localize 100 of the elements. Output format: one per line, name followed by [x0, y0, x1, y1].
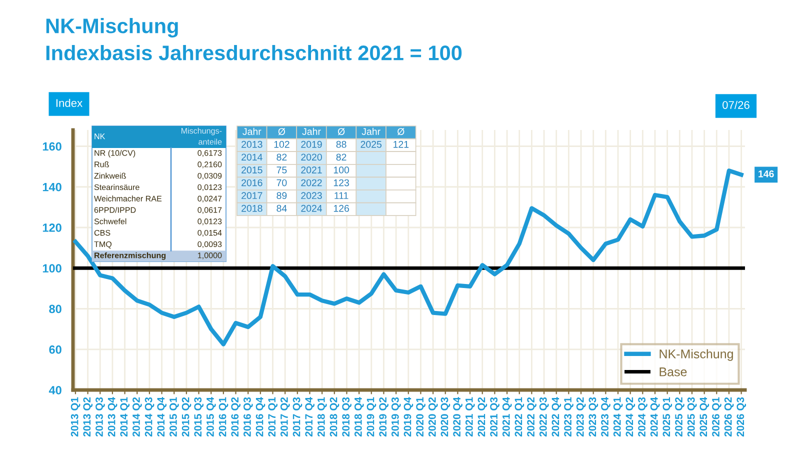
annotation: 84 — [276, 204, 287, 212]
x-tick-label: 2025 Q4 — [700, 396, 710, 437]
x-tick-label: 2022 Q4 — [552, 396, 562, 437]
x-tick-label: 2019 Q3 — [391, 397, 401, 437]
y-tick-label: 120 — [42, 224, 62, 232]
x-tick-label: 2015 Q3 — [194, 397, 204, 437]
annotation: 2022 — [301, 179, 322, 186]
x-tick-label: 2022 Q1 — [514, 397, 524, 437]
annotation: Ø — [338, 128, 345, 136]
annotation: 82 — [336, 154, 346, 161]
x-tick-label: 2017 Q2 — [280, 397, 290, 437]
annotation: 6PPD/IPPD — [94, 206, 136, 213]
annotation: 111 — [334, 192, 348, 199]
annotation: NR (10/CV) — [94, 150, 136, 158]
annotation: 88 — [336, 140, 346, 148]
annotation: 1,0000 — [198, 252, 222, 260]
annotation: 2014 — [242, 154, 262, 161]
x-tick-label: 2023 Q4 — [601, 396, 610, 437]
annotation: CBS — [94, 230, 110, 236]
x-tick-label: 2014 Q3 — [144, 397, 154, 437]
annotation: 0,2160 — [198, 162, 222, 168]
x-tick-label: 2024 Q4 — [650, 396, 660, 437]
annotation: Zinkweiß — [94, 172, 126, 179]
annotation: Ø — [397, 128, 404, 136]
annotation: Jahr — [242, 128, 262, 136]
annotation: 2020 — [301, 154, 322, 161]
x-tick-label: 2013 Q2 — [83, 397, 93, 437]
x-tick-label: 2025 Q1 — [662, 397, 672, 437]
annotation: 0,0093 — [198, 241, 222, 248]
x-tick-label: 2022 Q3 — [539, 397, 549, 437]
x-tick-label: 2026 Q1 — [712, 397, 722, 437]
x-tick-label: 2021 Q2 — [478, 397, 488, 437]
x-tick-label: 2023 Q3 — [588, 397, 598, 437]
annotation: 121 — [394, 140, 409, 148]
x-tick-label: 2026 Q2 — [724, 397, 734, 437]
x-tick-label: 2024 Q2 — [626, 397, 636, 437]
annotation: Jahr — [302, 128, 321, 136]
annotation: 2023 — [301, 192, 322, 200]
x-tick-label: 2015 Q4 — [206, 396, 216, 437]
x-tick-label: 2013 Q3 — [96, 397, 105, 437]
x-tick-label: 2021 Q1 — [465, 397, 475, 437]
annotation: 0,0123 — [198, 218, 222, 226]
x-tick-label: 2021 Q3 — [490, 397, 500, 437]
y-tick-label: 60 — [49, 345, 62, 354]
x-tick-label: 2015 Q2 — [182, 397, 192, 437]
line-series — [73, 168, 744, 346]
annotation: Stearinsäure — [94, 184, 140, 190]
x-tick-label: 2021 Q4 — [502, 396, 512, 437]
chart-subtitle: Indexbasis Jahresdurchschnitt 2021 = 100 — [46, 45, 462, 60]
annotation: Schwefel — [94, 218, 126, 224]
y-tick-label: 100 — [42, 264, 62, 273]
x-tick-label: 2024 Q3 — [638, 397, 648, 437]
annotation: 102 — [274, 140, 290, 148]
annotation: 0,0154 — [198, 230, 222, 237]
data-label: 146 — [758, 170, 774, 178]
text: 07/26 — [722, 100, 750, 109]
annotation: Weichmacher RAE — [94, 196, 162, 202]
annotation: Referenzmischung — [94, 252, 166, 260]
legend-label: NK-Mischung — [660, 349, 733, 361]
x-tick-label: 2013 Q4 — [108, 396, 118, 437]
annotation: 2015 — [242, 166, 262, 174]
annotation: 0,0123 — [198, 184, 222, 192]
x-tick-label: 2019 Q2 — [379, 397, 388, 437]
annotation: TMQ — [94, 241, 112, 249]
annotation: 70 — [276, 179, 287, 186]
annotation: Jahr — [362, 128, 380, 136]
x-tick-label: 2018 Q2 — [330, 397, 340, 437]
x-tick-label: 2022 Q2 — [527, 397, 536, 437]
x-tick-label: 2016 Q1 — [218, 397, 228, 437]
x-tick-label: 2016 Q4 — [256, 396, 266, 437]
annotation: 2024 — [301, 204, 322, 212]
annotation: Ruß — [94, 161, 109, 168]
y-tick-label: 160 — [42, 142, 62, 151]
x-tick-label: 2020 Q1 — [416, 397, 426, 437]
x-tick-label: 2018 Q3 — [342, 397, 352, 437]
y-tick-label: 80 — [49, 304, 62, 314]
annotation: 75 — [276, 166, 287, 174]
annotation: 82 — [276, 154, 287, 161]
x-tick-label: 2026 Q3 — [736, 397, 746, 437]
x-tick-label: 2017 Q4 — [305, 396, 314, 437]
x-tick-label: 2024 Q1 — [613, 397, 623, 437]
x-tick-label: 2020 Q4 — [453, 396, 462, 437]
annotation: 100 — [334, 166, 350, 174]
x-tick-label: 2023 Q2 — [576, 397, 586, 437]
annotation: 2018 — [242, 204, 262, 212]
annotation: 0,0309 — [198, 172, 222, 180]
x-tick-label: 2013 Q1 — [70, 397, 80, 437]
x-tick-label: 2017 Q1 — [268, 397, 278, 437]
annotation: 0,6173 — [198, 150, 222, 157]
annotation: 2016 — [242, 179, 262, 186]
annotation: 123 — [334, 179, 349, 186]
annotation: 2013 — [242, 140, 262, 148]
x-tick-label: 2023 Q1 — [564, 397, 574, 437]
x-tick-label: 2018 Q4 — [354, 396, 364, 437]
y-axis-title: Index — [56, 98, 82, 107]
x-tick-label: 2016 Q3 — [244, 397, 253, 437]
y-tick-label: 140 — [42, 182, 62, 192]
x-tick-label: 2014 Q1 — [120, 397, 130, 437]
x-tick-label: 2016 Q2 — [231, 397, 240, 437]
x-tick-label: 2020 Q3 — [440, 397, 450, 437]
